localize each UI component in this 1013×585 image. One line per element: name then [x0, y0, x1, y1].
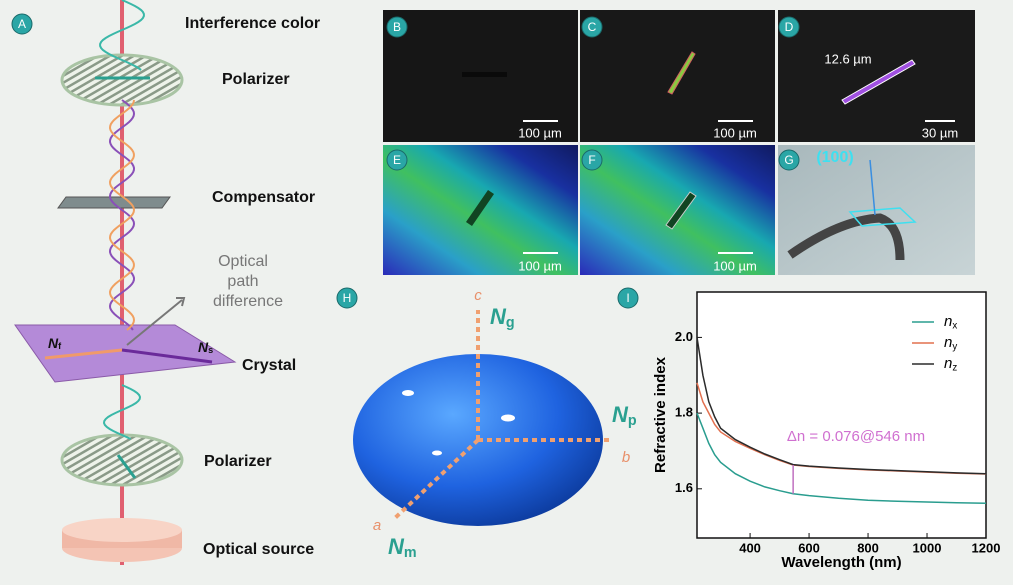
scale-label: 100 µm: [713, 125, 757, 140]
x-tick-label: 400: [739, 540, 761, 555]
chart: 400 600 800 1000 1200 1.6 1.8 2.0 Wavelength (nm…: [652, 291, 1001, 571]
crystal: [841, 59, 916, 105]
arrow: [116, 454, 137, 479]
x-tick-label: 1000: [913, 540, 942, 555]
x-axis-label: Wavelength (nm): [781, 554, 901, 571]
label: Ns: [198, 339, 213, 356]
axis-nf: [44, 348, 123, 360]
wave: [108, 99, 136, 331]
y-tick-label: 2.0: [675, 329, 693, 344]
face-label: (100): [816, 149, 853, 166]
highlight: [432, 450, 442, 456]
label: Compensator: [212, 189, 315, 206]
label: difference: [213, 293, 283, 310]
crystal: [14, 324, 237, 383]
panel-labels: A B C D E F G H I: [11, 13, 800, 309]
crystal: [466, 190, 494, 226]
panel-label: A: [18, 17, 26, 31]
panel-badge: [386, 149, 408, 171]
scale-label: 100 µm: [518, 258, 562, 273]
label: Nf: [48, 335, 62, 352]
label: path: [227, 273, 258, 290]
crystal: [462, 72, 507, 77]
panel-badge: [581, 149, 603, 171]
axis-a: [393, 438, 480, 520]
normal: [869, 159, 876, 216]
panel-badge: [617, 287, 639, 309]
label: Crystal: [242, 357, 296, 374]
ellipsoid-panel: c b a Ng Np Nm: [353, 287, 637, 561]
axis-ns: [121, 348, 213, 364]
needle: [787, 213, 905, 261]
x-tick-label: 600: [798, 540, 820, 555]
plot-area: [696, 291, 987, 539]
label: Optical: [218, 253, 268, 270]
wave: [102, 384, 142, 440]
panel-label: D: [785, 20, 794, 34]
micrographs: 100 µm 100 µm 12.6 µm 30 µm 100 µm 100 µ…: [383, 10, 975, 275]
panel-badge: [581, 16, 603, 38]
label: Optical source: [203, 541, 314, 558]
axis-label: b: [622, 449, 630, 466]
scale-label: 100 µm: [518, 125, 562, 140]
x-tick-label: 800: [857, 540, 879, 555]
label: Interference color: [185, 15, 320, 32]
y-tick-label: 1.6: [675, 480, 693, 495]
source: [62, 518, 182, 542]
face: [848, 207, 917, 227]
panel-badge: [778, 149, 800, 171]
image: [778, 10, 975, 142]
panel-badge: [11, 13, 33, 35]
legend-label: nz: [944, 355, 957, 373]
schematic: Interference color Polarizer Compensator…: [14, 0, 320, 565]
arrow: [126, 297, 186, 346]
axis-label: a: [373, 517, 381, 534]
highlight: [402, 390, 414, 396]
index-label: Ng: [490, 304, 515, 331]
panel-label: F: [588, 153, 595, 167]
index-label: Nm: [388, 534, 417, 561]
panel-badge: [778, 16, 800, 38]
panel-label: E: [393, 153, 401, 167]
panel-badge: [336, 287, 358, 309]
highlight: [501, 414, 515, 422]
x-tick-label: 1200: [972, 540, 1001, 555]
panel-badge: [386, 16, 408, 38]
label: Polarizer: [204, 453, 272, 470]
polarizer: [60, 53, 184, 107]
legend-label: ny: [944, 334, 957, 352]
wave: [108, 99, 136, 331]
panel-label: I: [626, 291, 629, 305]
panel-label: C: [588, 20, 597, 34]
scale-label: 30 µm: [922, 125, 958, 140]
label: Polarizer: [222, 71, 290, 88]
y-axis-label: Refractive index: [652, 356, 669, 473]
annotation: Δn = 0.076@546 nm: [787, 428, 925, 445]
index-label: Np: [612, 402, 637, 429]
axis-label: c: [474, 287, 482, 304]
length-label: 12.6 µm: [824, 51, 871, 66]
panel-label: H: [343, 291, 352, 305]
panel-label: B: [393, 20, 401, 34]
crystal: [667, 51, 696, 95]
scale-label: 100 µm: [713, 258, 757, 273]
panel-label: G: [784, 153, 793, 167]
legend-label: nx: [944, 313, 957, 331]
wave: [99, 0, 145, 71]
series-line: [696, 337, 987, 475]
crystal: [665, 191, 697, 230]
series-line: [696, 412, 987, 504]
y-tick-label: 1.8: [675, 405, 693, 420]
